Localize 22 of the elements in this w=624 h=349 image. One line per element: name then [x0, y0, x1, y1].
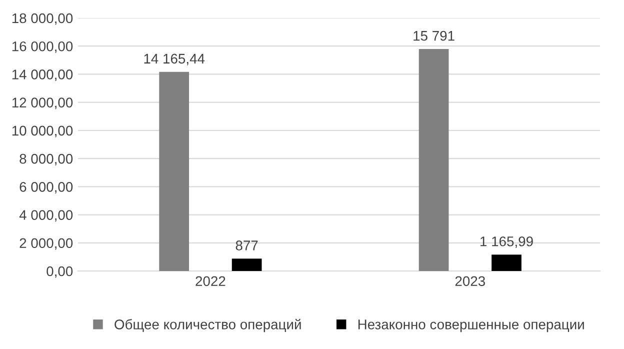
bar: [232, 258, 262, 271]
y-tick-label: 0,00: [46, 266, 73, 278]
data-label: 1 165,99: [480, 236, 533, 248]
y-tick-label: 14 000,00: [12, 70, 73, 82]
x-tick-label: 2022: [196, 276, 226, 286]
y-tick-label: 4 000,00: [19, 210, 73, 222]
y-tick-label: 10 000,00: [12, 126, 73, 138]
bar: [159, 72, 190, 271]
bar: [492, 254, 522, 271]
legend-label: Незаконно совершенные операции: [358, 320, 584, 332]
y-tick-label: 6 000,00: [20, 182, 73, 194]
y-tick-label: 18 000,00: [12, 13, 73, 25]
data-label: 877: [236, 240, 258, 250]
data-label: 15 791: [414, 30, 454, 41]
data-label: 14 165,44: [144, 54, 205, 66]
y-tick-label: 16 000,00: [12, 41, 73, 53]
x-tick-label: 2023: [455, 276, 485, 286]
legend-label: Общее количество операций: [114, 318, 301, 332]
bar: [418, 49, 449, 271]
y-tick-label: 2 000,00: [20, 238, 73, 250]
y-tick-label: 8 000,00: [20, 154, 73, 166]
y-tick-label: 12 000,00: [12, 98, 73, 110]
